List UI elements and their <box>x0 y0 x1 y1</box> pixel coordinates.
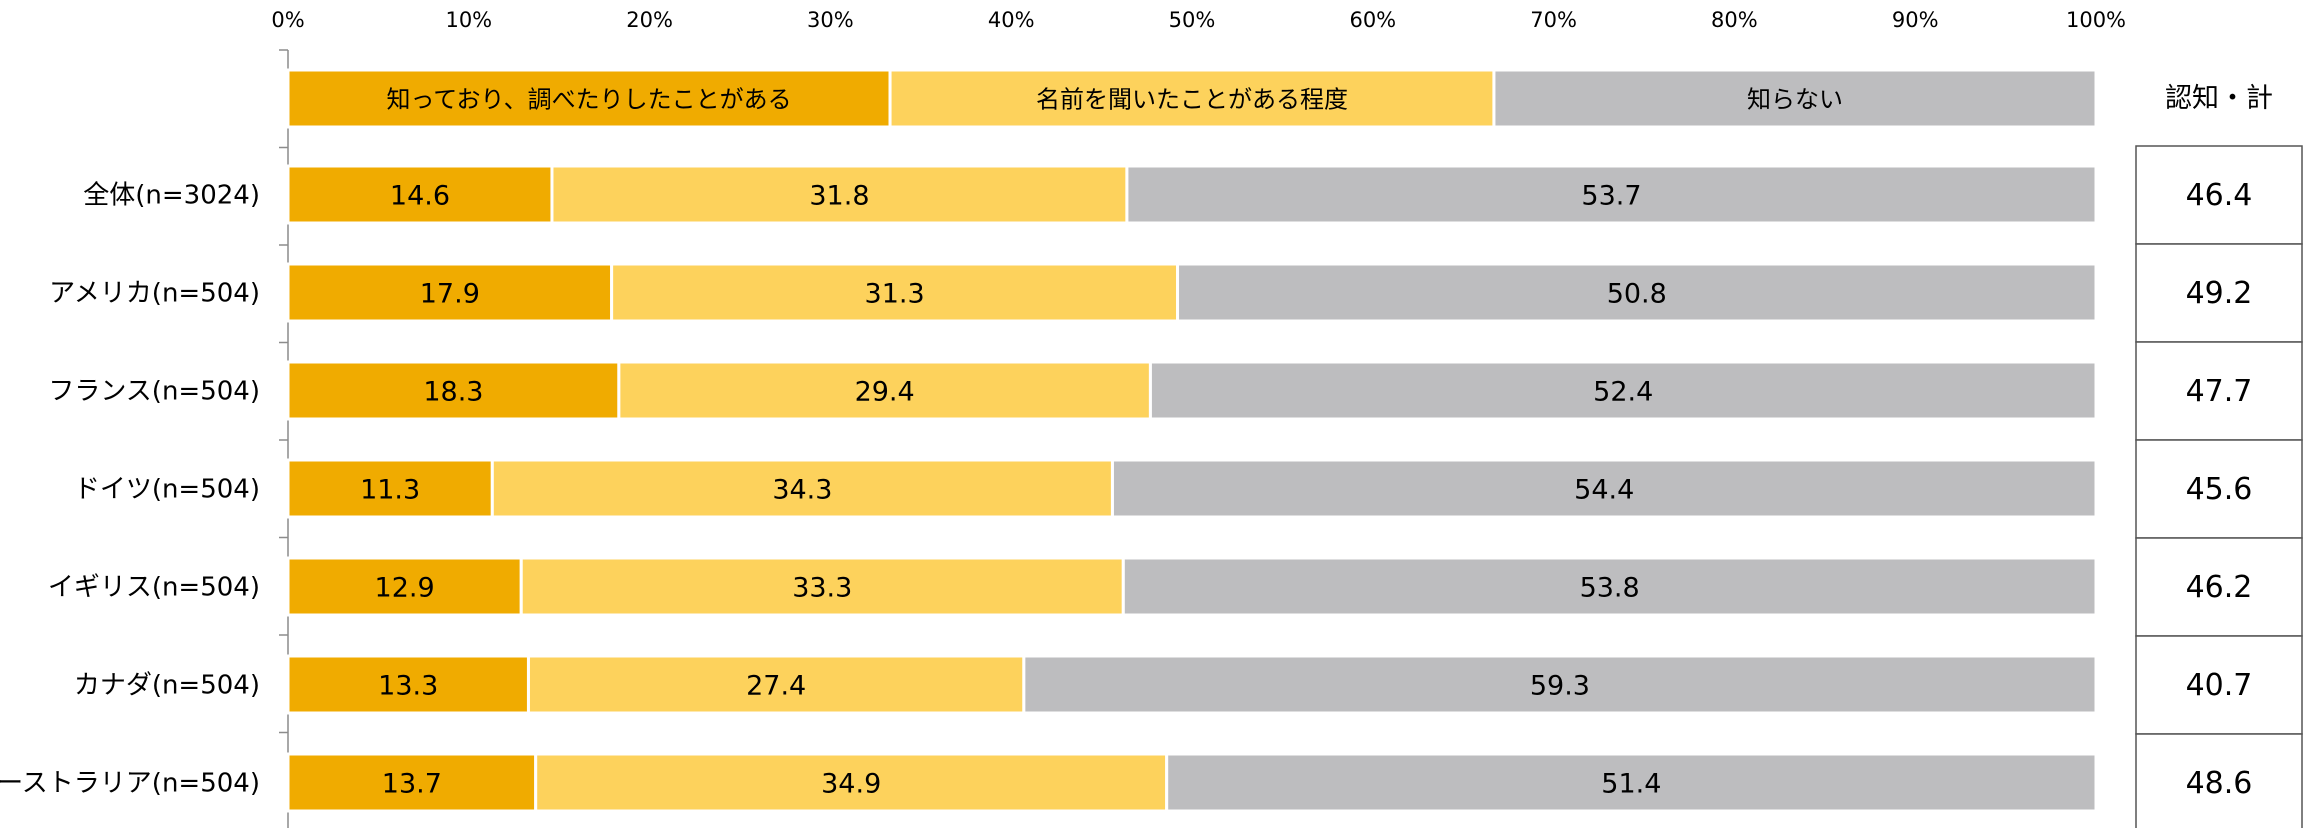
x-tick-label: 40% <box>988 8 1035 32</box>
data-label: 33.3 <box>792 573 852 604</box>
data-label: 17.9 <box>420 279 480 310</box>
category-label: イギリス(n=504) <box>48 573 260 603</box>
bar-segment <box>550 164 1129 225</box>
x-tick-label: 30% <box>807 8 854 32</box>
recognition-total-cell <box>2135 341 2303 441</box>
recognition-total-header: 認知・計 <box>2165 83 2273 114</box>
recognition-total-value: 48.6 <box>2186 766 2253 801</box>
data-label: 31.8 <box>809 181 869 212</box>
legend-swatch <box>888 68 1496 129</box>
legend-label: 名前を聞いたことがある程度 <box>1036 86 1348 114</box>
bar-segment <box>286 360 621 421</box>
bar-segment <box>286 262 614 323</box>
data-label: 31.3 <box>865 279 925 310</box>
data-label: 13.7 <box>382 769 442 800</box>
legend-label: 知っており、調べたりしたことがある <box>386 86 791 114</box>
bar-segment <box>1110 458 2098 519</box>
bar-segment <box>1176 262 2098 323</box>
data-label: 29.4 <box>855 377 915 408</box>
recognition-total-cell <box>2135 145 2303 245</box>
recognition-total-cell <box>2135 537 2303 637</box>
data-label: 54.4 <box>1574 475 1634 506</box>
category-label: カナダ(n=504) <box>74 671 260 701</box>
data-label: 53.7 <box>1581 181 1641 212</box>
bar-segment <box>526 654 1026 715</box>
legend-label: 知らない <box>1747 86 1843 114</box>
data-label: 11.3 <box>360 475 420 506</box>
category-label: オーストラリア(n=504) <box>0 769 260 799</box>
axis-layer: 0% 10% 20% 30% 40% 50% 60% 70% 80% 90% 100% <box>271 8 2126 828</box>
bar-segment <box>490 458 1114 519</box>
bar-segment <box>610 262 1180 323</box>
data-label: 34.9 <box>821 769 881 800</box>
recognition-total-column: 認知・計 46.4 49.2 47.7 45.6 46.2 40.7 48.6 <box>2135 83 2303 828</box>
x-tick-label: 80% <box>1711 8 1758 32</box>
x-tick-label: 100% <box>2066 8 2126 32</box>
x-tick-label: 50% <box>1169 8 1216 32</box>
recognition-total-value: 40.7 <box>2186 668 2253 703</box>
legend-swatch <box>1492 68 2098 129</box>
legend-swatch <box>286 68 892 129</box>
data-label: 27.4 <box>746 671 806 702</box>
recognition-total-value: 46.2 <box>2186 570 2253 605</box>
recognition-total-value: 46.4 <box>2186 178 2253 213</box>
x-tick-label: 0% <box>271 8 304 32</box>
category-label: ドイツ(n=504) <box>74 475 260 505</box>
bar-segment <box>286 752 538 813</box>
data-label: 13.3 <box>378 671 438 702</box>
x-tick-label: 10% <box>445 8 492 32</box>
category-label: フランス(n=504) <box>48 377 260 407</box>
category-label: アメリカ(n=504) <box>49 279 260 309</box>
recognition-total-cell <box>2135 733 2303 828</box>
bar-segment <box>519 556 1125 617</box>
recognition-total-cell <box>2135 635 2303 735</box>
bars-layer: 全体(n=3024) 14.6 31.8 53.7 アメリカ(n=504) 17.9 31.… <box>0 164 2098 813</box>
x-tick-label: 20% <box>626 8 673 32</box>
x-tick-label: 90% <box>1892 8 1939 32</box>
data-label: 34.3 <box>772 475 832 506</box>
data-label: 51.4 <box>1601 769 1661 800</box>
bar-segment <box>1148 360 2098 421</box>
bar-segment <box>286 556 523 617</box>
bar-segment <box>1125 164 2098 225</box>
bar-segment <box>1022 654 2098 715</box>
category-label: 全体(n=3024) <box>83 181 260 211</box>
data-label: 52.4 <box>1593 377 1653 408</box>
data-label: 59.3 <box>1530 671 1590 702</box>
bar-segment <box>286 458 494 519</box>
bar-segment <box>1165 752 2098 813</box>
bar-segment <box>1121 556 2098 617</box>
data-label: 14.6 <box>390 181 450 212</box>
data-label: 12.9 <box>375 573 435 604</box>
data-label: 53.8 <box>1580 573 1640 604</box>
recognition-total-cell <box>2135 243 2303 343</box>
data-label: 50.8 <box>1607 279 1667 310</box>
recognition-total-value: 49.2 <box>2186 276 2253 311</box>
recognition-total-value: 47.7 <box>2186 374 2253 409</box>
legend-bar: 知っており、調べたりしたことがある 名前を聞いたことがある程度 知らない <box>286 68 2098 129</box>
x-tick-label: 70% <box>1530 8 1577 32</box>
data-label: 18.3 <box>423 377 483 408</box>
x-tick-label: 60% <box>1349 8 1396 32</box>
recognition-total-value: 45.6 <box>2186 472 2253 507</box>
bar-segment <box>286 164 554 225</box>
